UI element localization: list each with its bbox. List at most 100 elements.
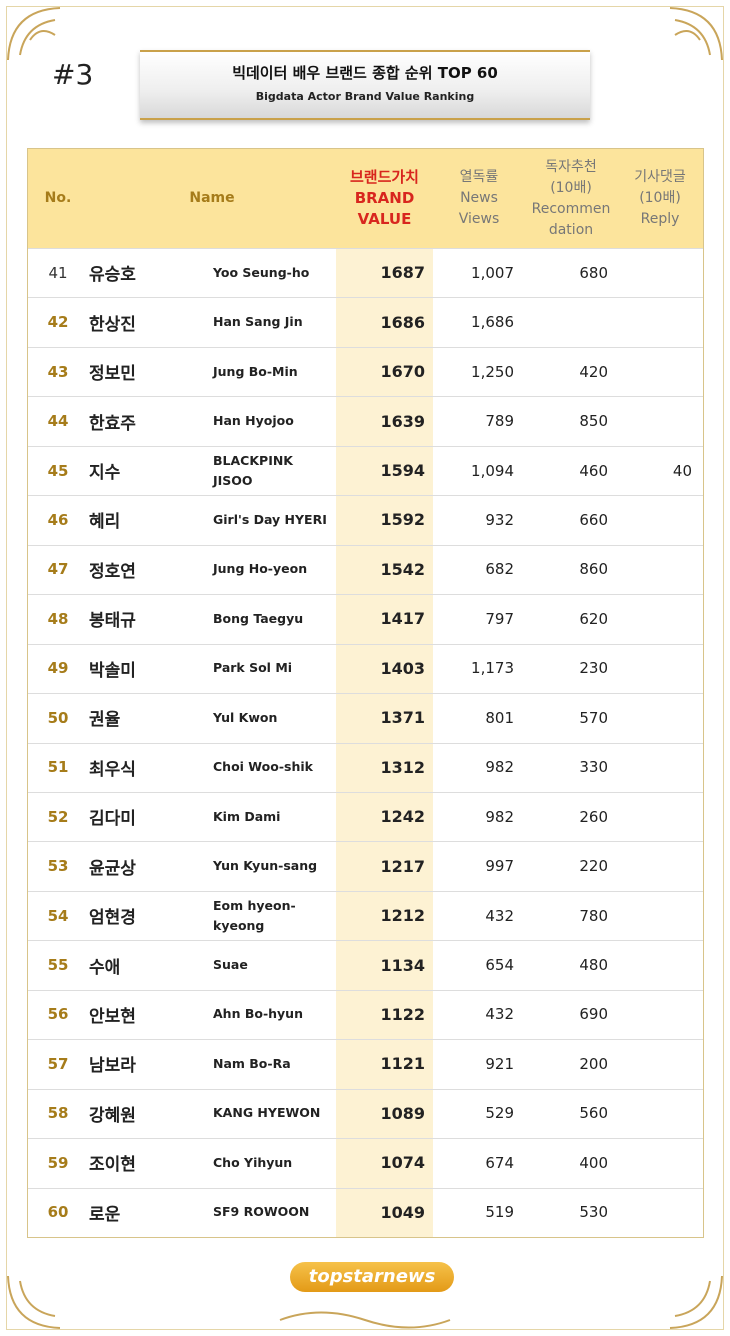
rank: 42 xyxy=(47,313,69,332)
rank: 45 xyxy=(47,461,69,480)
brand-value: 1312 xyxy=(380,757,425,777)
english-name: Eom hyeon-kyeong xyxy=(213,891,333,940)
rank: 50 xyxy=(47,708,69,727)
news-views: 1,173 xyxy=(471,659,514,678)
english-name-line: Park Sol Mi xyxy=(213,660,293,676)
column-header: 브랜드가치 BRAND VALUE xyxy=(336,149,433,248)
rank: 55 xyxy=(47,956,69,975)
brand-value: 1217 xyxy=(380,856,425,876)
column-header: 기사댓글 (10배) Reply xyxy=(617,149,703,248)
news-views: 797 xyxy=(485,609,514,628)
english-name: KANG HYEWON xyxy=(213,1089,333,1138)
row-divider xyxy=(28,940,703,942)
korean-name: 조이현 xyxy=(89,1155,136,1176)
page-badge: #3 xyxy=(52,58,94,91)
header-text: 열독률 xyxy=(459,169,499,185)
header-text: Recommen xyxy=(531,200,611,217)
korean-name: 엄현경 xyxy=(89,908,136,929)
logo: topstarnews xyxy=(290,1262,454,1292)
english-name: BLACKPINK JISOO xyxy=(213,446,333,495)
row-divider xyxy=(28,1088,703,1090)
row-divider xyxy=(28,396,703,398)
brand-value: 1089 xyxy=(380,1103,425,1123)
english-name-line: Girl's Day HYERI xyxy=(213,511,327,527)
korean-name: 봉태규 xyxy=(89,611,136,632)
news-views: 682 xyxy=(485,560,514,579)
row-divider xyxy=(28,1187,703,1189)
header-text: BRAND xyxy=(354,189,415,207)
korean-name: 혜리 xyxy=(89,512,121,533)
brand-value: 1121 xyxy=(380,1054,425,1074)
english-name-line: Kim Dami xyxy=(213,808,281,824)
english-name: Han Hyojoo xyxy=(213,396,333,445)
korean-name: 안보현 xyxy=(89,1006,136,1027)
header-text: News xyxy=(460,190,498,206)
korean-name: 정보민 xyxy=(89,364,136,385)
ranking-table: No. Name 브랜드가치 BRAND VALUE 열독률 News Views 독자추천 (1… xyxy=(27,148,704,1238)
title: 빅데이터 배우 브랜드 종합 순위 TOP 60 xyxy=(232,64,498,82)
rank: 52 xyxy=(47,807,69,826)
recommendation: 460 xyxy=(579,461,608,480)
news-views: 801 xyxy=(485,708,514,727)
brand-value: 1134 xyxy=(380,955,425,975)
rank: 57 xyxy=(47,1054,69,1073)
rank: 58 xyxy=(47,1104,69,1123)
recommendation: 780 xyxy=(579,906,608,925)
rank: 44 xyxy=(47,412,69,431)
news-views: 432 xyxy=(485,906,514,925)
header-text: VALUE xyxy=(357,210,412,228)
recommendation: 530 xyxy=(579,1203,608,1222)
brand-value: 1542 xyxy=(380,559,425,579)
rank: 41 xyxy=(48,263,68,282)
rank: 56 xyxy=(47,1005,69,1024)
recommendation: 620 xyxy=(579,609,608,628)
korean-name: 권율 xyxy=(89,710,121,731)
english-name: Yoo Seung-ho xyxy=(213,248,333,297)
english-name: Kim Dami xyxy=(213,792,333,841)
row-divider xyxy=(28,643,703,645)
rank: 48 xyxy=(47,609,69,628)
brand-value: 1074 xyxy=(380,1153,425,1173)
brand-value: 1212 xyxy=(380,906,425,926)
rank: 49 xyxy=(47,659,69,678)
english-name: Yun Kyun-sang xyxy=(213,841,333,890)
recommendation: 660 xyxy=(579,510,608,529)
brand-value: 1242 xyxy=(380,807,425,827)
brand-value: 1639 xyxy=(380,411,425,431)
korean-name: 남보라 xyxy=(89,1056,136,1077)
english-name: SF9 ROWOON xyxy=(213,1188,333,1237)
news-views: 1,007 xyxy=(471,263,514,282)
recommendation: 690 xyxy=(579,1005,608,1024)
english-name-line: Choi Woo-shik xyxy=(213,759,313,775)
brand-value: 1670 xyxy=(380,362,425,382)
english-name-line: Bong Taegyu xyxy=(213,610,304,626)
english-name: Ahn Bo-hyun xyxy=(213,990,333,1039)
column-header: 열독률 News Views xyxy=(433,149,525,248)
english-name-line: JISOO xyxy=(213,472,253,488)
brand-value: 1371 xyxy=(380,708,425,728)
english-name-line: Han Sang Jin xyxy=(213,314,303,330)
english-name: Bong Taegyu xyxy=(213,594,333,643)
rank: 60 xyxy=(47,1203,69,1222)
korean-name: 윤균상 xyxy=(89,858,136,879)
news-views: 674 xyxy=(485,1153,514,1172)
row-divider xyxy=(28,742,703,744)
row-divider xyxy=(28,890,703,892)
english-name-line: Ahn Bo-hyun xyxy=(213,1006,303,1022)
recommendation: 860 xyxy=(579,560,608,579)
korean-name: 최우식 xyxy=(89,759,136,780)
english-name: Jung Ho-yeon xyxy=(213,545,333,594)
recommendation: 850 xyxy=(579,412,608,431)
title-ribbon xyxy=(140,50,590,120)
recommendation: 330 xyxy=(579,758,608,777)
english-name-line: Nam Bo-Ra xyxy=(213,1055,291,1071)
row-divider xyxy=(28,989,703,991)
brand-value: 1594 xyxy=(380,461,425,481)
header-text: Views xyxy=(458,211,500,227)
english-name-line: SF9 ROWOON xyxy=(213,1204,310,1220)
korean-name: 지수 xyxy=(89,463,121,484)
header-text: Reply xyxy=(640,211,680,227)
brand-value: 1687 xyxy=(380,263,425,283)
english-name: Park Sol Mi xyxy=(213,644,333,693)
